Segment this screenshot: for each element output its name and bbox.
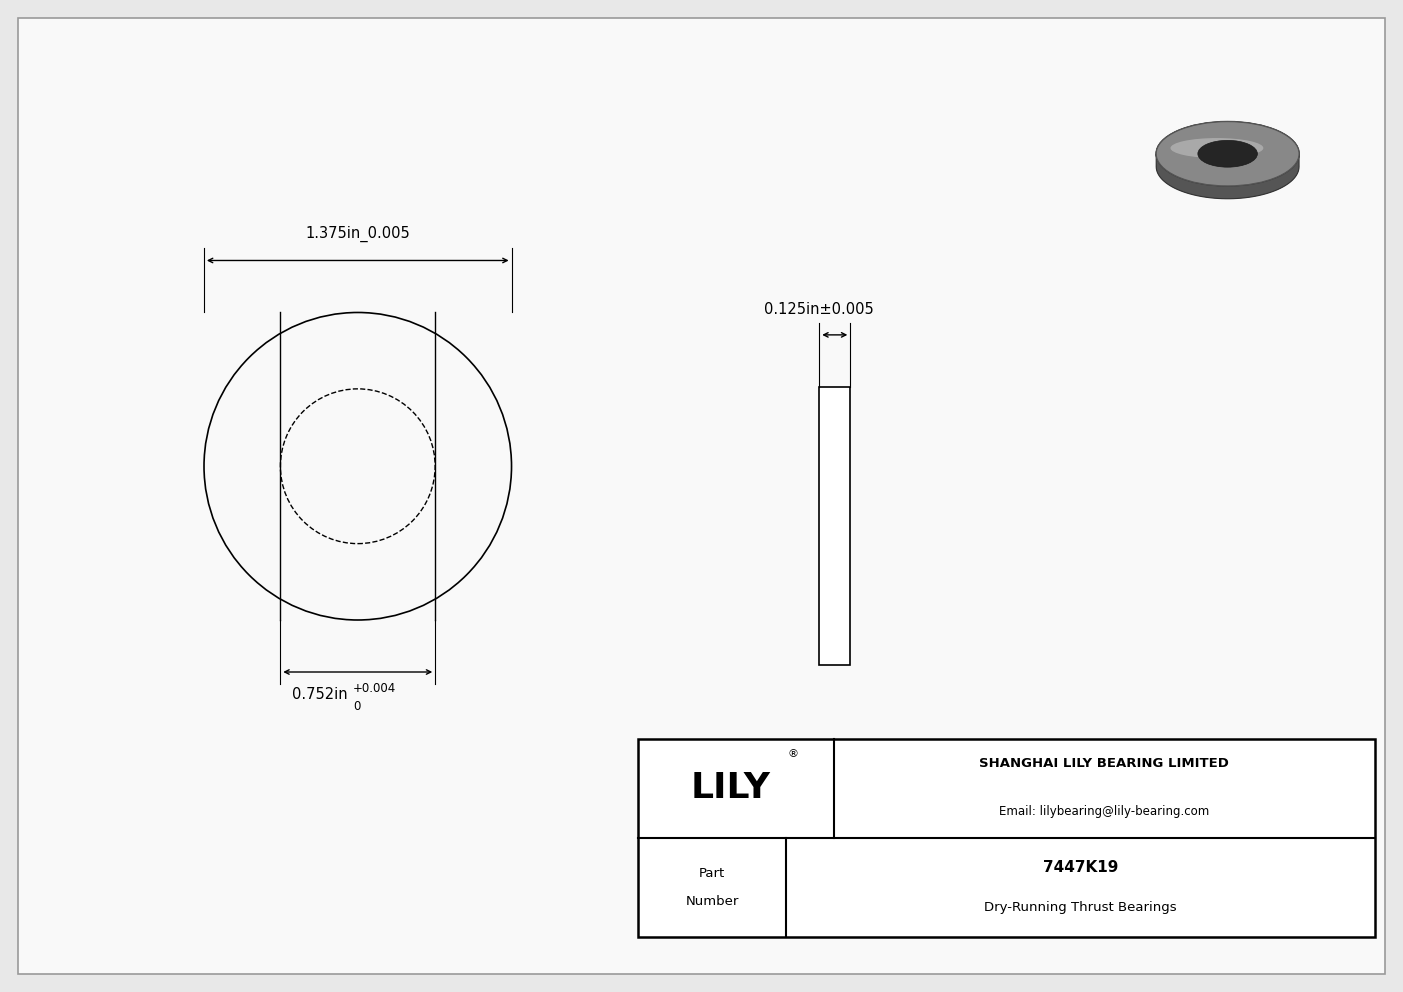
Text: 0.752in: 0.752in bbox=[292, 687, 348, 702]
Text: 1.375in_0.005: 1.375in_0.005 bbox=[306, 226, 410, 242]
Text: 7447K19: 7447K19 bbox=[1042, 860, 1118, 876]
Text: 0.125in±0.005: 0.125in±0.005 bbox=[765, 302, 874, 316]
Text: ®: ® bbox=[788, 749, 798, 759]
Ellipse shape bbox=[1156, 135, 1299, 198]
Text: Part: Part bbox=[699, 867, 725, 881]
Ellipse shape bbox=[1167, 138, 1274, 163]
Text: SHANGHAI LILY BEARING LIMITED: SHANGHAI LILY BEARING LIMITED bbox=[979, 757, 1229, 771]
Ellipse shape bbox=[1170, 138, 1263, 158]
Ellipse shape bbox=[1156, 122, 1299, 186]
Polygon shape bbox=[1156, 154, 1299, 198]
Ellipse shape bbox=[1198, 140, 1257, 167]
Text: Dry-Running Thrust Bearings: Dry-Running Thrust Bearings bbox=[984, 901, 1177, 915]
Ellipse shape bbox=[1156, 122, 1299, 186]
Ellipse shape bbox=[1198, 140, 1257, 167]
Ellipse shape bbox=[1198, 147, 1257, 174]
Bar bbox=[638, 739, 1375, 937]
Text: +0.004: +0.004 bbox=[352, 682, 396, 695]
Text: LILY: LILY bbox=[692, 771, 770, 805]
Bar bbox=[819, 387, 850, 665]
Text: Number: Number bbox=[685, 895, 739, 909]
Text: Email: lilybearing@lily-bearing.com: Email: lilybearing@lily-bearing.com bbox=[999, 805, 1209, 818]
Text: 0: 0 bbox=[352, 700, 361, 713]
